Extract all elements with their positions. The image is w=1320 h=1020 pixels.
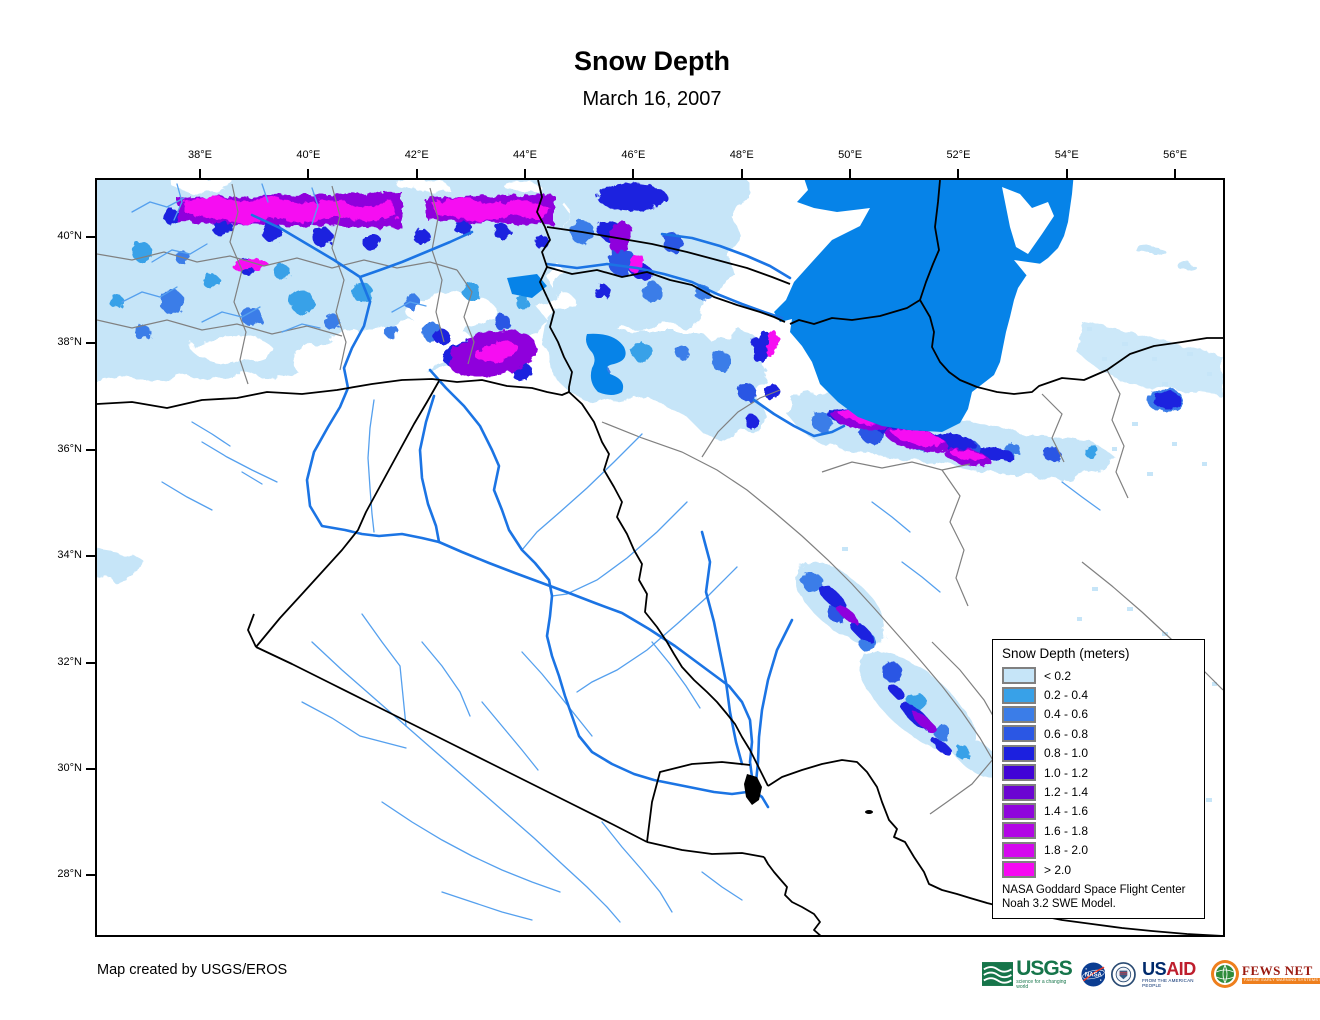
- top-axis-tick: 42°E: [395, 149, 439, 178]
- legend-entry: 1.6 - 1.8: [1002, 821, 1204, 840]
- map-subtitle: March 16, 2007: [582, 88, 722, 110]
- rivers-main: [250, 213, 846, 809]
- legend-entry: 1.2 - 1.4: [1002, 782, 1204, 801]
- gulf-island: [865, 810, 873, 814]
- legend-swatch: [1002, 667, 1036, 685]
- legend-entry: > 2.0: [1002, 860, 1204, 879]
- legend-entry: 1.4 - 1.6: [1002, 802, 1204, 821]
- legend-source-line1: NASA Goddard Space Flight Center: [1002, 884, 1186, 897]
- lake-urmia: [586, 333, 626, 395]
- legend-swatch: [1002, 744, 1036, 762]
- nasa-wordmark: NASA: [1084, 972, 1102, 978]
- usgs-tagline: science for a changing world: [1016, 979, 1067, 990]
- usaid-wordmark-us: US: [1142, 959, 1167, 979]
- legend-entries: < 0.2 0.2 - 0.4 0.4 - 0.6 0.6 - 0.8 0.8 - 1.…: [1002, 666, 1204, 879]
- fewsnet-globe-icon: [1211, 960, 1240, 988]
- legend-swatch: [1002, 802, 1036, 820]
- legend-entry-label: 0.2 - 0.4: [1044, 688, 1089, 703]
- legend-source: NASA Goddard Space Flight Center Noah 3.…: [1002, 884, 1204, 911]
- legend-entry-label: 0.4 - 0.6: [1044, 707, 1089, 722]
- top-axis-tick: 48°E: [720, 149, 764, 178]
- fewsnet-wordmark: FEWS NET: [1242, 962, 1313, 978]
- top-axis-tick: 40°E: [286, 149, 330, 178]
- legend-entry-label: 1.4 - 1.6: [1044, 804, 1089, 819]
- legend-swatch: [1002, 725, 1036, 743]
- left-axis-tick: 40°N: [38, 228, 95, 246]
- rivers-minor: [121, 183, 1101, 923]
- map-frame: Snow Depth (meters) < 0.2 0.2 - 0.4 0.4 - …: [95, 178, 1225, 937]
- fewsnet-logo: FEWS NET FAMINE EARLY WARNING SYSTEMS NE…: [1210, 959, 1320, 989]
- top-axis-tick: 52°E: [936, 149, 980, 178]
- top-axis-tick: 38°E: [178, 149, 222, 178]
- map-title: Snow Depth: [574, 46, 730, 76]
- legend-swatch: [1002, 686, 1036, 704]
- left-axis-tick: 28°N: [38, 866, 95, 884]
- left-axis: 40°N 38°N 36°N 34°N 32°N 30°N 28°N: [38, 178, 95, 937]
- lake-van: [507, 274, 547, 298]
- legend-entry: 1.0 - 1.2: [1002, 763, 1204, 782]
- usaid-wordmark-aid: AID: [1166, 959, 1196, 979]
- legend-swatch: [1002, 783, 1036, 801]
- top-axis-tick: 44°E: [503, 149, 547, 178]
- legend-entry-label: 1.0 - 1.2: [1044, 765, 1089, 780]
- top-axis-tick: 54°E: [1045, 149, 1089, 178]
- legend-entry: 0.2 - 0.4: [1002, 685, 1204, 704]
- legend-source-line2: Noah 3.2 SWE Model.: [1002, 897, 1116, 910]
- left-axis-tick: 34°N: [38, 547, 95, 565]
- left-axis-tick: 30°N: [38, 760, 95, 778]
- legend-entry-label: 1.6 - 1.8: [1044, 823, 1089, 838]
- legend-entry-label: 1.8 - 2.0: [1044, 843, 1089, 858]
- left-axis-tick: 38°N: [38, 334, 95, 352]
- legend-entry: 0.8 - 1.0: [1002, 744, 1204, 763]
- fewsnet-tagline: FAMINE EARLY WARNING SYSTEMS NETWORK: [1242, 977, 1320, 985]
- legend-swatch: [1002, 841, 1036, 859]
- legend-swatch: [1002, 822, 1036, 840]
- legend-swatch: [1002, 764, 1036, 782]
- legend-entry: 0.4 - 0.6: [1002, 705, 1204, 724]
- legend-entry: 1.8 - 2.0: [1002, 841, 1204, 860]
- legend-entry-label: < 0.2: [1044, 668, 1072, 683]
- usgs-wordmark: USGS: [1016, 957, 1073, 980]
- usaid-logo: USAID FROM THE AMERICAN PEOPLE: [1142, 960, 1204, 988]
- legend-entry: < 0.2: [1002, 666, 1204, 685]
- map-canvas: [97, 180, 1223, 935]
- legend: Snow Depth (meters) < 0.2 0.2 - 0.4 0.4 - …: [992, 639, 1205, 919]
- legend-entry-label: 0.8 - 1.0: [1044, 746, 1089, 761]
- usaid-seal-icon: [1111, 961, 1137, 987]
- shatt-estuary: [744, 774, 762, 805]
- snow-field-gaps: [170, 180, 576, 381]
- left-axis-tick: 36°N: [38, 441, 95, 459]
- legend-swatch: [1002, 861, 1036, 879]
- legend-title: Snow Depth (meters): [1002, 646, 1130, 661]
- attribution: Map created by USGS/EROS: [97, 962, 288, 978]
- legend-entry: 0.6 - 0.8: [1002, 724, 1204, 743]
- usaid-tagline: FROM THE AMERICAN PEOPLE: [1142, 978, 1194, 988]
- left-axis-tick: 32°N: [38, 654, 95, 672]
- legend-entry-label: 0.6 - 0.8: [1044, 726, 1089, 741]
- top-axis: 38°E 40°E 42°E 44°E 46°E 48°E 50°E 52°E 54°E 56°E: [95, 149, 1225, 178]
- nasa-logo: NASA: [1080, 962, 1105, 986]
- top-axis-tick: 50°E: [828, 149, 872, 178]
- top-axis-tick: 56°E: [1153, 149, 1197, 178]
- usgs-icon: [982, 962, 1014, 986]
- legend-swatch: [1002, 705, 1036, 723]
- usgs-logo: USGS science for a changing world: [982, 958, 1075, 990]
- top-axis-tick: 46°E: [611, 149, 655, 178]
- legend-entry-label: > 2.0: [1044, 862, 1072, 877]
- logo-row: USGS science for a changing world NASA U…: [982, 953, 1320, 995]
- country-borders: [97, 180, 1223, 935]
- legend-entry-label: 1.2 - 1.4: [1044, 785, 1089, 800]
